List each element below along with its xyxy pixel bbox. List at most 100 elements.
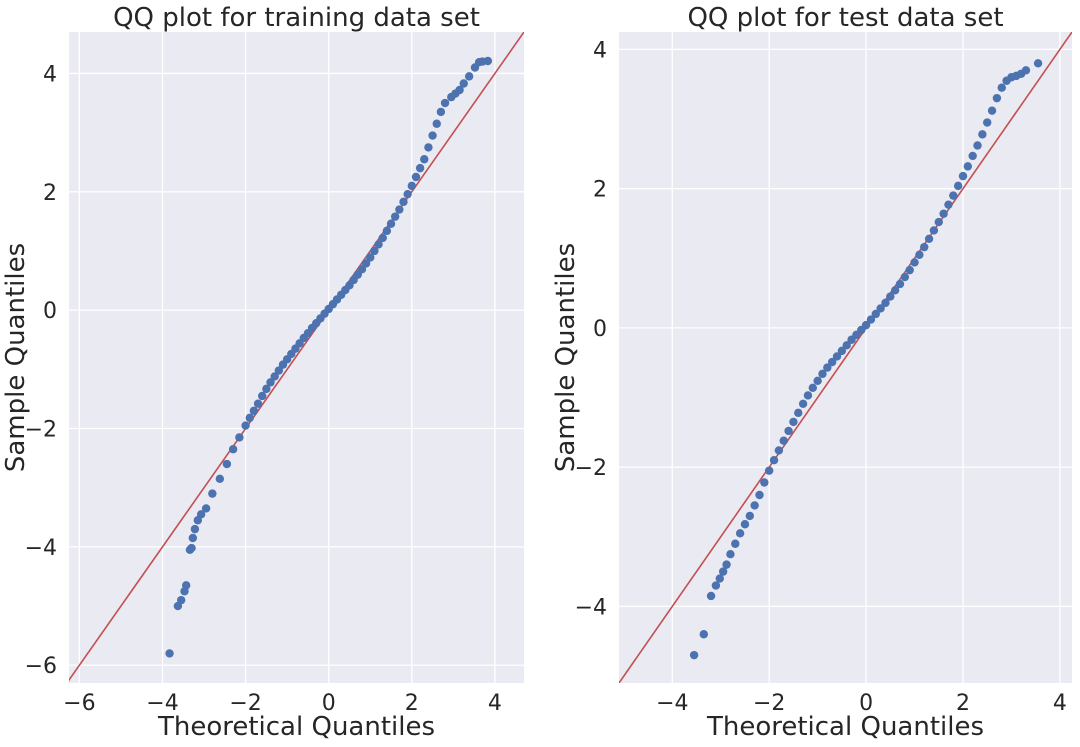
y-tick-label: 4 [593,38,607,63]
plot-content [69,32,524,682]
data-point [823,363,832,372]
data-point [789,417,798,427]
data-point [827,357,837,367]
data-point [374,240,383,249]
data-point [370,246,379,256]
data-point [711,581,721,590]
data-point [382,226,392,236]
y-tick-label: 0 [593,317,607,342]
data-point [188,533,198,543]
data-point [997,83,1006,92]
grid [69,32,524,683]
data-point [803,391,813,400]
data-point [464,72,474,81]
data-point [983,118,992,127]
x-tick-label: −4 [146,691,178,716]
data-point [924,234,934,243]
data-point [176,595,186,605]
data-point [934,217,943,227]
data-point [963,162,973,171]
data-point [1021,66,1031,75]
y-tick-label: 2 [43,181,57,206]
data-point [740,520,750,529]
data-point [769,455,779,465]
data-point [837,346,847,356]
data-point [968,151,977,161]
data-point [235,433,244,442]
data-point [245,413,254,423]
x-tick-label: 2 [956,691,970,716]
data-point [890,286,900,295]
y-axis-label: Sample Quantiles [551,243,581,472]
data-point [939,209,948,218]
reference-line [69,32,524,682]
data-point [715,574,724,583]
y-tick-label: −2 [25,418,57,443]
x-tick-label: 2 [405,691,419,716]
data-point [428,131,437,140]
data-point [215,474,225,484]
data-point [726,549,735,559]
data-point [779,436,788,445]
data-point [706,591,716,601]
data-point [440,98,450,108]
data-point [222,459,232,469]
data-point [424,143,433,152]
data-point [750,501,759,510]
data-point [784,426,793,436]
x-tick-label: −2 [753,691,785,716]
data-point [866,315,876,324]
data-point [274,366,284,375]
data-point [944,200,953,209]
data-point [745,511,755,521]
data-point [165,649,174,658]
data-point [722,560,731,569]
data-point [929,226,939,235]
plot-content [619,32,1072,683]
data-point [818,369,827,379]
data-point [253,399,263,408]
data-point [403,189,412,199]
data-point [689,650,699,660]
data-point [978,130,987,139]
data-point [876,304,885,313]
data-point [886,292,895,301]
data-point [905,265,914,275]
data-point [731,539,740,548]
x-axis-label: Theoretical Quantiles [706,712,984,742]
data-point [415,163,425,173]
data-point [861,320,871,330]
tick-labels: −4 −2 0 2 4 −4 −2 0 2 4 [575,38,1067,716]
data-point [411,172,421,182]
data-point [881,298,890,308]
data-point [249,406,259,415]
data-point [920,242,929,252]
data-point [455,85,464,95]
data-point [366,253,375,262]
x-tick-label: −6 [63,691,95,716]
data-point [895,279,905,289]
data-point [190,524,200,534]
data-point [399,197,408,207]
data-point [953,181,963,191]
data-point [241,421,250,430]
data-point [910,258,919,267]
chart-title: QQ plot for test data set [687,3,1003,33]
chart-title: QQ plot for training data set [113,3,480,33]
data-point [361,259,371,268]
data-point [871,309,880,319]
data-point [378,233,387,243]
data-point [798,399,808,409]
data-point [407,181,417,191]
data-point [420,155,429,164]
data-point [949,191,958,200]
data-point [208,489,217,498]
y-tick-label: −6 [25,654,57,679]
data-point [386,219,396,228]
data-point [764,466,774,475]
data-point [1033,59,1043,68]
data-point [794,408,803,418]
data-point [432,119,441,128]
data-point [958,171,968,181]
